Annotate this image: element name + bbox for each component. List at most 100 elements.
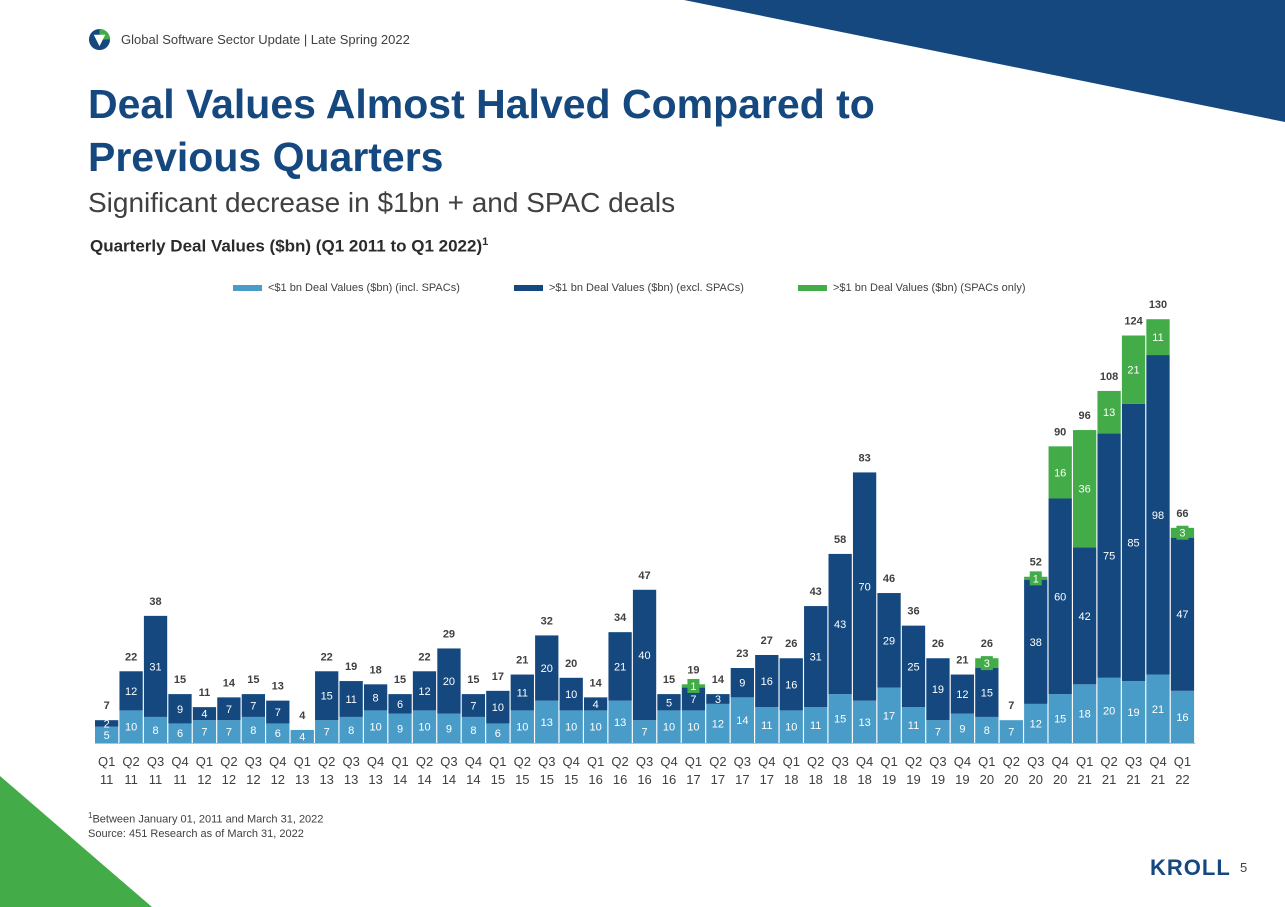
bar-value-label: 6 xyxy=(397,699,403,711)
bar-segment-large_deals xyxy=(486,690,510,724)
bar-segment-small_deals xyxy=(290,729,314,743)
x-tick-label-quarter: Q2 xyxy=(807,754,824,769)
bar-value-label: 38 xyxy=(1030,637,1042,649)
bar-value-label: 7 xyxy=(1008,727,1014,739)
x-tick-label-year: 21 xyxy=(1077,772,1091,787)
x-tick-label-quarter: Q1 xyxy=(98,754,115,769)
bar-value-label: 12 xyxy=(125,686,137,698)
spac-label-box xyxy=(1029,571,1042,586)
x-tick-label-year: 21 xyxy=(1151,772,1165,787)
bar-segment-large_deals xyxy=(1024,580,1048,704)
bar-segment-spac xyxy=(1097,390,1121,434)
bar-value-label: 13 xyxy=(1103,407,1115,419)
x-tick-label-quarter: Q3 xyxy=(245,754,262,769)
bar-total-label: 14 xyxy=(223,677,236,689)
bar-value-label: 7 xyxy=(250,701,256,713)
bar-value-label: 7 xyxy=(690,694,696,706)
footnotes: 1Between January 01, 2011 and March 31, … xyxy=(88,809,323,841)
legend-swatch-small-deals xyxy=(233,285,262,291)
bar-segment-large_deals xyxy=(1048,498,1072,695)
bar-total-label: 19 xyxy=(345,661,357,673)
bar-value-label: 14 xyxy=(736,715,748,727)
bar-value-label: 4 xyxy=(201,709,207,721)
x-tick-label-quarter: Q1 xyxy=(1174,754,1191,769)
bar-value-label: 4 xyxy=(593,699,599,711)
legend-item-large-deals: >$1 bn Deal Values ($bn) (excl. SPACs) xyxy=(514,282,744,294)
x-tick-label-quarter: Q3 xyxy=(636,754,653,769)
bar-segment-small_deals xyxy=(999,720,1023,743)
bar-total-label: 124 xyxy=(1124,316,1143,328)
page-subtitle: Significant decrease in $1bn + and SPAC … xyxy=(88,187,676,218)
x-tick-label-year: 20 xyxy=(1053,772,1067,787)
bar-segment-large_deals xyxy=(657,694,681,711)
bar-value-label: 75 xyxy=(1103,551,1115,563)
spac-label-box xyxy=(687,678,700,693)
bar-value-label: 85 xyxy=(1127,538,1139,550)
bar-segment-small_deals xyxy=(657,710,681,743)
bar-total-label: 17 xyxy=(492,671,504,683)
bar-segment-large_deals xyxy=(608,632,632,701)
bar-value-label: 20 xyxy=(443,676,455,688)
bar-value-label: 19 xyxy=(932,684,944,696)
bar-value-label: 29 xyxy=(883,635,895,647)
bar-segment-small_deals xyxy=(315,720,339,743)
bar-total-label: 23 xyxy=(736,648,748,660)
x-tick-label-quarter: Q4 xyxy=(660,754,677,769)
x-tick-label-year: 21 xyxy=(1102,772,1116,787)
x-tick-label-quarter: Q2 xyxy=(122,754,139,769)
bar-value-label: 12 xyxy=(712,718,724,730)
bar-total-label: 7 xyxy=(1008,700,1014,712)
bar-value-label: 9 xyxy=(446,723,452,735)
x-tick-label-quarter: Q2 xyxy=(709,754,726,769)
x-tick-label-quarter: Q2 xyxy=(416,754,433,769)
bar-segment-small_deals xyxy=(1146,674,1170,743)
bar-value-label: 9 xyxy=(177,704,183,716)
bar-segment-small_deals xyxy=(241,716,265,743)
bar-segment-spac xyxy=(1073,430,1097,548)
bar-value-label: 8 xyxy=(373,692,379,704)
bar-segment-large_deals xyxy=(95,720,119,727)
chart-legend: <$1 bn Deal Values ($bn) (incl. SPACs) >… xyxy=(233,282,1113,298)
x-tick-label-quarter: Q1 xyxy=(685,754,702,769)
bar-value-label: 43 xyxy=(834,619,846,631)
bar-segment-large_deals xyxy=(559,677,583,711)
bar-segment-small_deals xyxy=(681,710,706,743)
footnote-period-text: Between January 01, 2011 and March 31, 2… xyxy=(92,813,324,826)
x-tick-label-year: 15 xyxy=(564,772,578,787)
bar-segment-small_deals xyxy=(608,700,632,743)
bar-segment-large_deals xyxy=(852,472,877,701)
bar-total-label: 15 xyxy=(394,674,406,686)
x-tick-label-quarter: Q4 xyxy=(367,754,384,769)
bar-value-label: 11 xyxy=(810,720,821,732)
bar-value-label: 3 xyxy=(1179,528,1185,540)
bar-segment-large_deals xyxy=(926,658,950,721)
bar-value-label: 16 xyxy=(785,679,797,691)
bar-value-label: 10 xyxy=(125,722,137,734)
chart-title: Quarterly Deal Values ($bn) (Q1 2011 to … xyxy=(90,236,488,257)
chart-title-text: Quarterly Deal Values ($bn) (Q1 2011 to … xyxy=(90,236,483,256)
bar-value-label: 16 xyxy=(1054,467,1066,479)
bar-total-label: 15 xyxy=(467,674,479,686)
bar-value-label: 10 xyxy=(663,722,675,734)
bar-total-label: 22 xyxy=(321,651,333,663)
bar-value-label: 3 xyxy=(715,694,721,706)
bar-segment-large_deals xyxy=(681,687,706,711)
bar-value-label: 9 xyxy=(959,723,965,735)
page-title: Deal Values Almost Halved Compared to Pr… xyxy=(88,81,875,180)
bar-segment-small_deals xyxy=(852,700,877,743)
bar-segment-small_deals xyxy=(730,697,754,743)
x-tick-label-year: 12 xyxy=(222,772,236,787)
bar-value-label: 16 xyxy=(1176,712,1188,724)
bar-value-label: 7 xyxy=(935,727,941,739)
bar-value-label: 6 xyxy=(495,728,501,740)
x-tick-label-quarter: Q4 xyxy=(1149,754,1166,769)
x-tick-label-quarter: Q1 xyxy=(489,754,506,769)
bar-total-label: 29 xyxy=(443,628,455,640)
x-tick-label-quarter: Q3 xyxy=(734,754,751,769)
bar-total-label: 43 xyxy=(810,586,822,598)
bar-value-label: 10 xyxy=(369,722,381,734)
bar-segment-large_deals xyxy=(804,606,828,708)
bar-segment-small_deals xyxy=(437,713,461,743)
